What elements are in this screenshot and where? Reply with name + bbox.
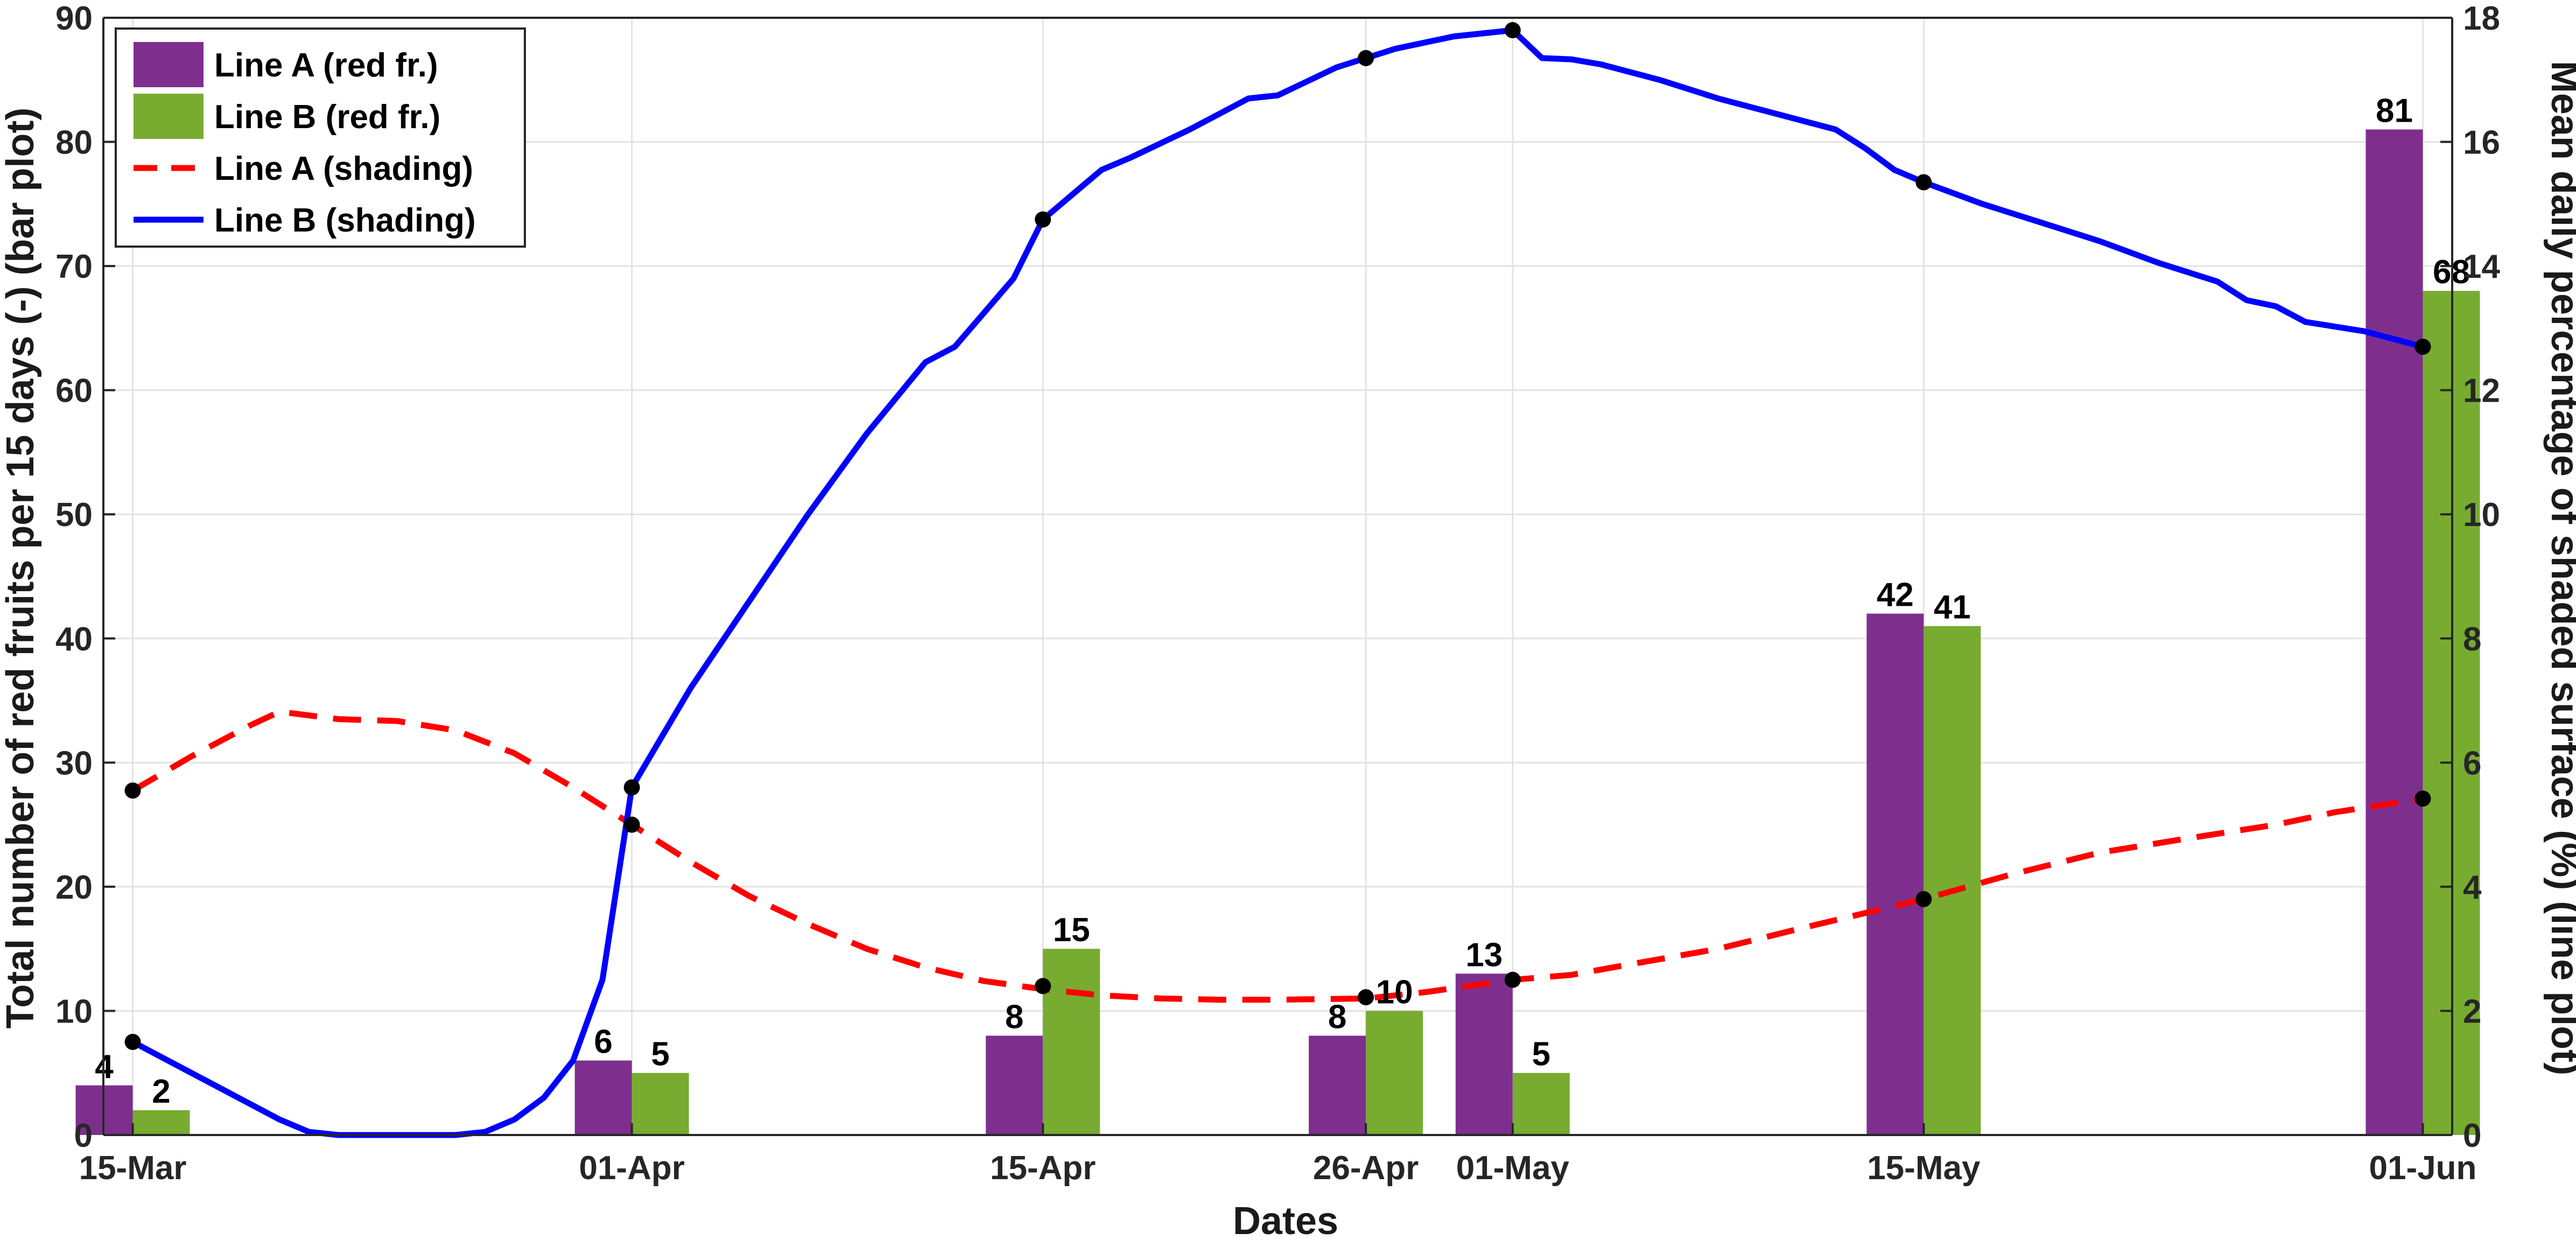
- bar-line-a: [2366, 129, 2423, 1135]
- bar-label-line-b: 10: [1376, 973, 1413, 1011]
- y-right-tick-label: 16: [2463, 124, 2500, 162]
- axes-group: 0 10 20 30 40 50 60 70 80 90 0 2 4 6 8 10 12 14 16 18 15-Mar…: [55, 0, 2500, 1187]
- data-marker: [1915, 174, 1932, 191]
- legend-label: Line B (red fr.): [214, 99, 440, 136]
- data-marker: [623, 816, 640, 833]
- y-left-tick-label: 70: [55, 248, 93, 285]
- x-tick-label: 26-Apr: [1313, 1150, 1419, 1187]
- line-b-shading: [131, 27, 2424, 1138]
- bar-line-a: [1455, 973, 1513, 1135]
- line-a-shading: [131, 709, 2424, 1003]
- y-left-tick-label: 0: [74, 1117, 93, 1154]
- y-axis-right-label: Mean daily percentage of shaded surface …: [2543, 61, 2576, 1075]
- bar-label-line-a: 8: [1005, 999, 1023, 1036]
- legend-swatch: [134, 94, 203, 139]
- bar-line-b: [1512, 1073, 1570, 1135]
- bar-line-a: [1866, 613, 1924, 1135]
- x-tick-label: 15-Apr: [990, 1150, 1096, 1187]
- data-marker: [1035, 211, 1051, 228]
- x-tick-label: 15-May: [1867, 1150, 1981, 1187]
- legend-entry-line-a-red-fr: Line A (red fr.): [134, 42, 438, 87]
- legend-entry-line-b-shading: Line B (shading): [134, 202, 476, 239]
- legend-label: Line A (shading): [214, 150, 473, 187]
- y-left-tick-label: 30: [55, 745, 93, 782]
- data-marker: [1358, 50, 1374, 66]
- bar-label-line-a: 81: [2376, 93, 2413, 130]
- bar-line-b: [1043, 949, 1100, 1135]
- line-series-group: [131, 27, 2424, 1138]
- bar-line-b: [1366, 1011, 1423, 1135]
- data-marker: [2414, 790, 2431, 807]
- x-tick-label: 01-May: [1456, 1150, 1570, 1187]
- bar-label-line-a: 6: [594, 1024, 612, 1061]
- data-marker: [1504, 971, 1521, 988]
- legend-label: Line A (red fr.): [214, 47, 438, 84]
- bar-label-line-a: 13: [1465, 936, 1503, 973]
- y-left-tick-label: 60: [55, 373, 93, 410]
- x-tick-label: 01-Apr: [579, 1150, 684, 1187]
- legend-entry-line-a-shading: Line A (shading): [134, 150, 473, 187]
- legend-label: Line B (shading): [214, 202, 476, 239]
- y-right-tick-label: 0: [2463, 1117, 2481, 1154]
- bar-line-a: [574, 1060, 632, 1135]
- y-right-tick-label: 14: [2463, 248, 2500, 285]
- bar-label-line-b: 41: [1934, 589, 1971, 626]
- bar-label-line-b: 5: [651, 1036, 669, 1073]
- y-right-tick-label: 12: [2463, 373, 2500, 410]
- bar-label-line-b: 5: [1532, 1036, 1550, 1073]
- bar-line-a: [1309, 1035, 1366, 1135]
- y-left-tick-label: 20: [55, 869, 93, 906]
- y-left-tick-label: 50: [55, 496, 93, 534]
- bar-label-line-a: 8: [1328, 999, 1346, 1036]
- bar-data-labels: 468813428125151054168: [95, 93, 2470, 1110]
- data-marker: [623, 779, 640, 796]
- bar-line-b: [132, 1110, 190, 1135]
- y-axis-left-label: Total number of red fruits per 15 days (…: [0, 108, 42, 1029]
- x-tick-label: 15-Mar: [79, 1150, 187, 1187]
- y-right-tick-label: 4: [2463, 869, 2482, 906]
- legend-swatch: [134, 42, 203, 87]
- y-right-tick-label: 18: [2463, 0, 2500, 37]
- y-right-tick-label: 6: [2463, 745, 2481, 782]
- data-marker: [1915, 891, 1932, 907]
- y-left-tick-label: 10: [55, 993, 93, 1030]
- data-marker: [1035, 978, 1051, 994]
- data-marker: [1504, 22, 1521, 39]
- y-right-tick-label: 2: [2463, 993, 2481, 1030]
- y-right-tick-label: 8: [2463, 621, 2481, 658]
- bar-label-line-b: 2: [152, 1073, 170, 1110]
- x-tick-label: 01-Jun: [2369, 1150, 2477, 1187]
- y-left-tick-label: 80: [55, 124, 93, 162]
- bar-label-line-a: 42: [1877, 577, 1914, 614]
- bar-label-line-b: 15: [1053, 912, 1090, 949]
- marker-group: [124, 22, 2431, 1050]
- x-axis-label: Dates: [1233, 1200, 1338, 1243]
- data-marker: [1358, 989, 1374, 1006]
- bar-line-b: [1924, 626, 1981, 1135]
- bar-line-b: [631, 1073, 689, 1135]
- data-marker: [124, 782, 141, 799]
- bar-line-a: [986, 1035, 1043, 1135]
- y-right-tick-label: 10: [2463, 496, 2500, 534]
- data-marker: [2414, 338, 2431, 355]
- legend-entry-line-b-red-fr: Line B (red fr.): [134, 94, 440, 139]
- data-marker: [124, 1034, 141, 1050]
- y-left-tick-label: 90: [55, 0, 93, 37]
- legend: Line A (red fr.) Line B (red fr.) Line A (…: [115, 27, 526, 248]
- y-left-tick-label: 40: [55, 621, 93, 658]
